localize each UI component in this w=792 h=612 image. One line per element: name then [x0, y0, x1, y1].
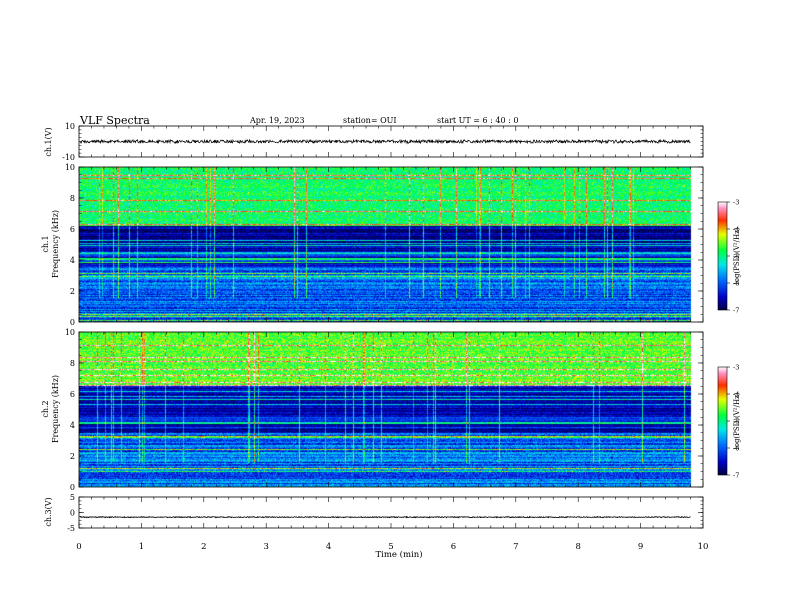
colorbar-tick-label: -6	[733, 445, 739, 453]
colorbar-tick-label: -7	[733, 307, 739, 315]
x-tick-label: 5	[388, 542, 393, 552]
ch1-spectrogram-ylabel-1: ch.1	[41, 235, 50, 252]
ch2-spectrogram-ylabel-2: Frequency (kHz)	[51, 375, 60, 443]
ch3-waveform-line	[79, 515, 691, 519]
colorbar-tick-label: -3	[733, 364, 739, 372]
y-tick-label: 4	[70, 421, 75, 430]
x-tick-label: 10	[698, 542, 709, 552]
date-label: Apr. 19, 2023	[249, 116, 305, 125]
y-tick-label: 0	[70, 509, 75, 518]
x-tick-label: 2	[201, 542, 206, 552]
x-tick-label: 0	[76, 542, 81, 552]
ch1-waveform-ylabel: ch.1(V)	[44, 127, 53, 156]
y-tick-label: 6	[70, 225, 75, 234]
colorbar-tick-label: -3	[733, 199, 739, 207]
colorbar-tick-label: -4	[733, 391, 739, 399]
colorbar-tick-label: -5	[733, 253, 739, 261]
colorbar-tick-label: -6	[733, 280, 739, 288]
x-tick-label: 3	[263, 542, 268, 552]
y-tick-label: 0	[70, 483, 75, 492]
y-tick-label: 2	[70, 287, 75, 296]
station-label: station= OUI	[343, 116, 397, 125]
ch2-colorbar	[717, 366, 728, 476]
ch1-spectrogram-ylabel-2: Frequency (kHz)	[51, 210, 60, 278]
y-tick-label: -5	[67, 524, 75, 533]
ch1-colorbar-label: log(PSD)(V²/Hz)	[733, 227, 741, 284]
y-tick-label: 4	[70, 256, 75, 265]
x-tick-label: 7	[513, 542, 518, 552]
y-tick-label: 2	[70, 452, 75, 461]
colorbar-tick-label: -7	[733, 472, 739, 480]
axis-ticks	[78, 125, 704, 529]
y-tick-label: 6	[70, 390, 75, 399]
x-tick-label: 1	[139, 542, 144, 552]
y-tick-label: 10	[65, 328, 75, 337]
y-tick-label: 8	[70, 194, 75, 203]
y-tick-label: 10	[65, 163, 75, 172]
figure-title: VLF Spectra	[79, 114, 150, 127]
y-tick-label: 5	[70, 493, 75, 502]
colorbar-ticks: -3 -4 -5 -6 -7 -3 -4 -5 -6 -7	[727, 199, 739, 480]
x-tick-label: 9	[638, 542, 643, 552]
ch1-spectrogram-image	[79, 167, 703, 322]
x-tick-label: 6	[451, 542, 456, 552]
x-axis-title: Time (min)	[375, 549, 422, 560]
ch1-colorbar	[717, 201, 728, 311]
y-tick-label: -10	[62, 153, 75, 162]
colorbar-tick-label: -5	[733, 418, 739, 426]
ch2-spectrogram-ylabel-1: ch.2	[41, 400, 50, 417]
ch3-waveform-ylabel: ch.3(V)	[44, 497, 53, 526]
ch1-waveform-line	[79, 138, 691, 145]
ch2-spectrogram-image	[79, 332, 703, 487]
colorbar-tick-label: -4	[733, 226, 739, 234]
ch2-colorbar-label: log(PSD)(V²/Hz)	[733, 392, 741, 449]
y-tick-label: 0	[70, 318, 75, 327]
x-tick-label: 4	[326, 542, 331, 552]
x-tick-label: 8	[575, 542, 580, 552]
start-time-label: start UT = 6 : 40 : 0	[437, 116, 518, 125]
y-tick-label: 10	[65, 122, 75, 131]
y-tick-label: 8	[70, 359, 75, 368]
